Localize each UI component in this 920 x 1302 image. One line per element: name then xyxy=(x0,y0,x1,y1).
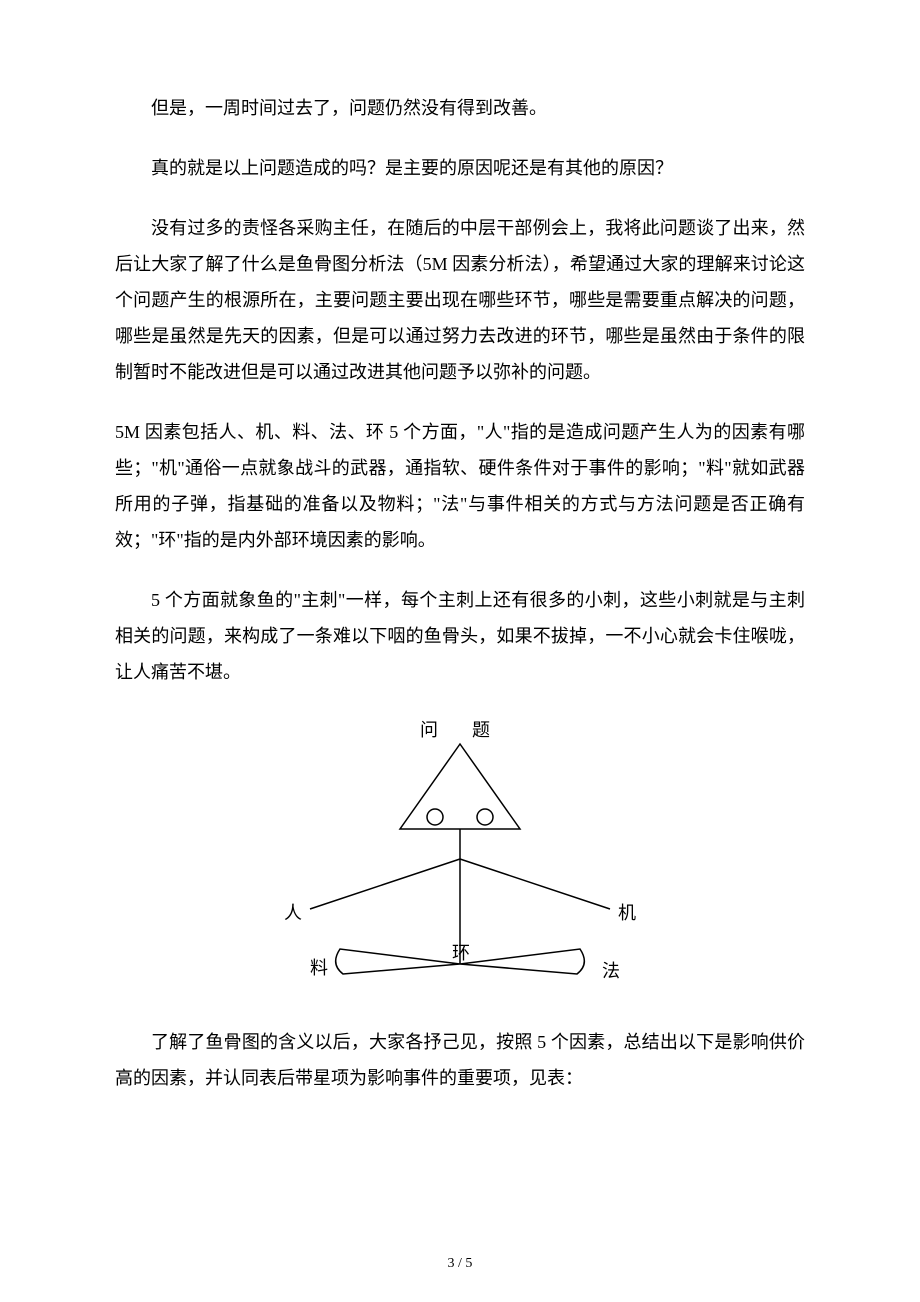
paragraph-5: 5 个方面就象鱼的"主刺"一样，每个主刺上还有很多的小刺，这些小刺就是与主刺相关… xyxy=(115,582,805,690)
paragraph-3: 没有过多的责怪各采购主任，在随后的中层干部例会上，我将此问题谈了出来，然后让大家… xyxy=(115,210,805,390)
paragraph-6: 了解了鱼骨图的含义以后，大家各抒己见，按照 5 个因素，总结出以下是影响供价高的… xyxy=(115,1024,805,1096)
fishbone-diagram: 问 题 人 机 料 环 法 xyxy=(210,714,710,994)
bone-ji xyxy=(460,859,610,909)
label-huan: 环 xyxy=(452,939,470,965)
label-ren: 人 xyxy=(284,899,302,925)
paragraph-4: 5M 因素包括人、机、料、法、环 5 个方面，"人"指的是造成问题产生人为的因素… xyxy=(115,414,805,558)
diagram-title-left: 问 xyxy=(420,716,438,742)
fish-eye-right xyxy=(477,809,493,825)
fin-liao xyxy=(336,949,460,974)
diagram-title-right: 题 xyxy=(472,716,490,742)
fish-eye-left xyxy=(427,809,443,825)
fishbone-diagram-container: 问 题 人 机 料 环 法 xyxy=(115,714,805,994)
label-ji: 机 xyxy=(618,899,636,925)
fish-head-triangle xyxy=(400,744,520,829)
paragraph-2: 真的就是以上问题造成的吗？是主要的原因呢还是有其他的原因？ xyxy=(115,150,805,186)
label-liao: 料 xyxy=(310,954,328,980)
bone-ren xyxy=(310,859,460,909)
fin-fa xyxy=(460,949,584,974)
page-number: 3 / 5 xyxy=(0,1256,920,1272)
label-fa: 法 xyxy=(602,957,620,983)
paragraph-1: 但是，一周时间过去了，问题仍然没有得到改善。 xyxy=(115,90,805,126)
document-page: 但是，一周时间过去了，问题仍然没有得到改善。 真的就是以上问题造成的吗？是主要的… xyxy=(0,0,920,1302)
